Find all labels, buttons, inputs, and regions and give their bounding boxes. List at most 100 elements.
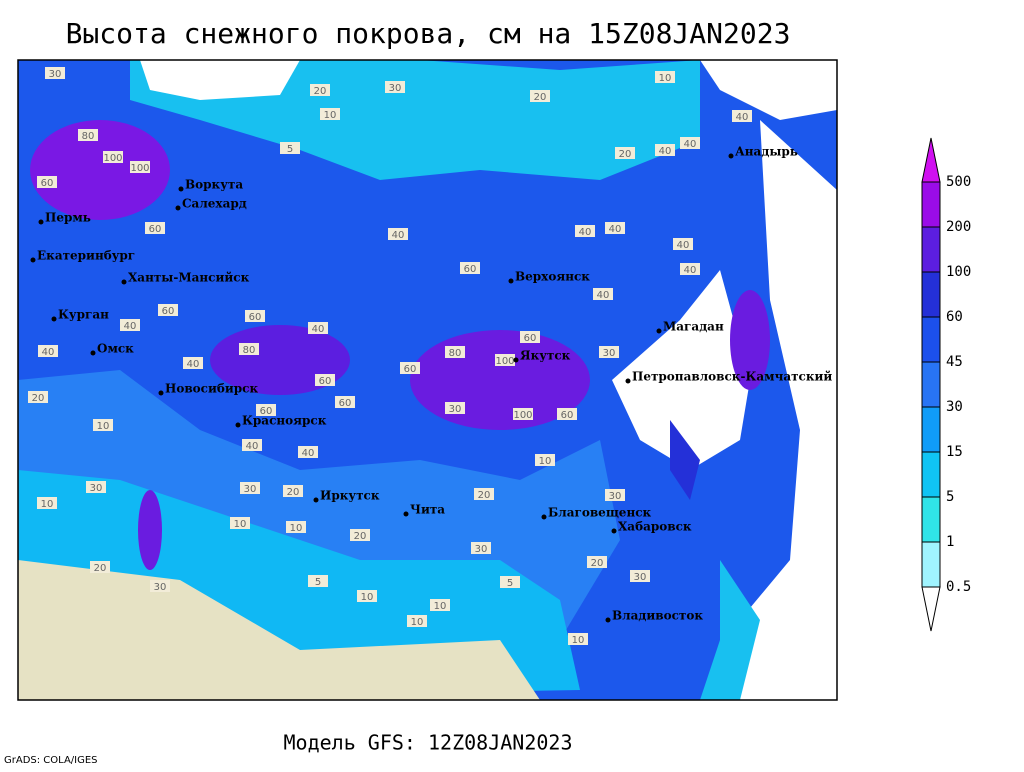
legend-label: 1 xyxy=(946,534,954,550)
contour-label-box xyxy=(445,402,465,414)
contour-label-box xyxy=(500,576,520,588)
contour-label: 40 xyxy=(302,448,315,459)
contour-label: 40 xyxy=(597,290,610,301)
contour-label-box xyxy=(130,161,150,173)
city-label: Омск xyxy=(97,342,134,356)
contour-label-box xyxy=(320,108,340,120)
contour-label-box xyxy=(460,262,480,274)
contour-label-box xyxy=(655,144,675,156)
contour-label: 30 xyxy=(90,483,103,494)
city-label: Екатеринбург xyxy=(37,249,135,263)
contour-label: 20 xyxy=(478,490,491,501)
contour-label-box xyxy=(28,391,48,403)
city-dot xyxy=(51,316,57,322)
contour-label-box xyxy=(605,489,625,501)
contour-label-box xyxy=(38,345,58,357)
contour-label-box xyxy=(335,396,355,408)
contour-label: 60 xyxy=(162,306,175,317)
legend-swatch xyxy=(921,316,941,363)
contour-label-box xyxy=(407,615,427,627)
contour-label-box xyxy=(357,590,377,602)
contour-label-box xyxy=(680,137,700,149)
contour-label: 40 xyxy=(659,146,672,157)
legend-swatch xyxy=(921,361,941,408)
title: Высота снежного покрова, см на 15Z08JAN2… xyxy=(66,17,791,50)
contour-label-box xyxy=(557,408,577,420)
contour-label: 40 xyxy=(579,227,592,238)
contour-label: 40 xyxy=(42,347,55,358)
legend-label: 30 xyxy=(946,399,963,415)
contour-label-box xyxy=(150,580,170,592)
contour-label-box xyxy=(605,222,625,234)
contour-label: 30 xyxy=(449,404,462,415)
city-dot xyxy=(625,378,631,384)
contour-label: 60 xyxy=(249,312,262,323)
contour-label-box xyxy=(388,228,408,240)
contour-label: 10 xyxy=(41,499,54,510)
contour-label-box xyxy=(599,346,619,358)
contour-label-box xyxy=(298,446,318,458)
legend-swatch xyxy=(921,226,941,273)
contour-label: 10 xyxy=(290,523,303,534)
contour-label-box xyxy=(568,633,588,645)
city-dot xyxy=(38,219,44,225)
contour-label-box xyxy=(385,81,405,93)
contour-label: 80 xyxy=(82,131,95,142)
contour-label-box xyxy=(45,67,65,79)
city-label: Салехард xyxy=(182,197,247,211)
contour-label-box xyxy=(673,238,693,250)
legend-label: 45 xyxy=(946,354,963,370)
contour-label: 10 xyxy=(411,617,424,628)
contour-label-box xyxy=(120,319,140,331)
contour-label: 40 xyxy=(684,139,697,150)
contour-label-box xyxy=(430,599,450,611)
contour-label-box xyxy=(520,331,540,343)
city-label: Иркутск xyxy=(320,489,380,503)
legend-swatch xyxy=(921,451,941,498)
contour-label-box xyxy=(513,408,533,420)
contour-label: 20 xyxy=(32,393,45,404)
contour-label-box xyxy=(240,482,260,494)
contour-label-box xyxy=(256,404,276,416)
contour-label-box xyxy=(280,142,300,154)
contour-label: 30 xyxy=(634,572,647,583)
city-label: Пермь xyxy=(45,211,91,225)
contour-label-box xyxy=(400,362,420,374)
contour-label-box xyxy=(283,485,303,497)
city-label: Петропавловск-Камчатский xyxy=(632,370,832,384)
contour-label-box xyxy=(310,84,330,96)
contour-label: 100 xyxy=(103,153,122,164)
contour-label-box xyxy=(530,90,550,102)
contour-label: 5 xyxy=(315,577,321,588)
contour-label-box xyxy=(308,322,328,334)
contour-label: 10 xyxy=(434,601,447,612)
contour-label: 40 xyxy=(246,441,259,452)
contour-label-box xyxy=(183,357,203,369)
contour-label: 40 xyxy=(609,224,622,235)
city-dot xyxy=(30,257,36,263)
contour-label: 30 xyxy=(609,491,622,502)
city-label: Курган xyxy=(58,308,109,322)
city-label: Чита xyxy=(410,503,445,517)
contour-label-box xyxy=(680,263,700,275)
contour-label: 20 xyxy=(534,92,547,103)
legend-label: 200 xyxy=(946,219,971,235)
contour-label: 30 xyxy=(154,582,167,593)
contour-label: 60 xyxy=(149,224,162,235)
contour-label: 40 xyxy=(677,240,690,251)
contour-label: 10 xyxy=(659,73,672,84)
contour-label-box xyxy=(286,521,306,533)
contour-label: 60 xyxy=(404,364,417,375)
city-dot xyxy=(121,279,127,285)
city-dot xyxy=(235,422,241,428)
contour-label: 10 xyxy=(324,110,337,121)
legend-swatch xyxy=(921,541,941,588)
contour-label: 20 xyxy=(94,563,107,574)
contour-label-box xyxy=(37,497,57,509)
contour-label-box xyxy=(495,354,515,366)
contour-label-box xyxy=(93,419,113,431)
contour-label-box xyxy=(655,71,675,83)
city-label: Новосибирск xyxy=(165,382,258,396)
contour-label: 20 xyxy=(354,531,367,542)
